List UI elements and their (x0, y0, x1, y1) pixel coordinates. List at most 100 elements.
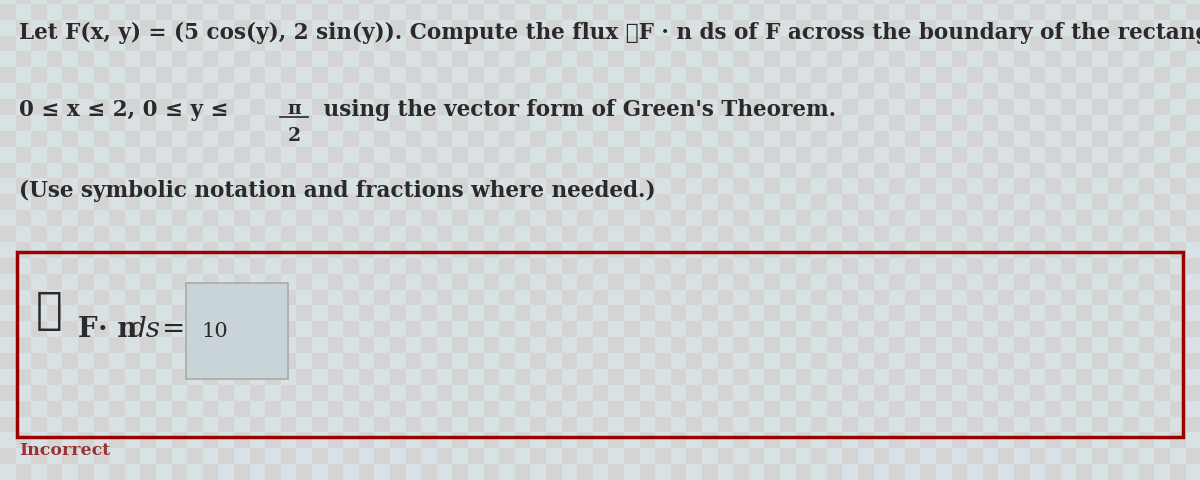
Bar (671, 132, 686, 147)
Bar (218, 242, 234, 258)
Bar (671, 258, 686, 274)
Bar (78, 227, 94, 242)
Bar (312, 147, 328, 163)
Bar (359, 290, 374, 306)
Bar (140, 36, 156, 52)
Bar (172, 100, 187, 116)
Bar (499, 242, 515, 258)
Bar (608, 36, 624, 52)
Bar (702, 417, 718, 432)
Bar (94, 369, 109, 385)
Bar (967, 432, 983, 448)
Bar (437, 147, 452, 163)
Bar (515, 448, 530, 464)
Bar (94, 0, 109, 5)
Bar (640, 385, 655, 401)
Bar (1186, 337, 1200, 353)
Bar (702, 227, 718, 242)
Bar (889, 195, 905, 211)
Bar (749, 84, 764, 100)
Bar (468, 84, 484, 100)
Bar (484, 68, 499, 84)
Bar (608, 448, 624, 464)
Bar (530, 401, 546, 417)
Bar (952, 100, 967, 116)
Bar (671, 195, 686, 211)
Bar (655, 337, 671, 353)
Bar (702, 258, 718, 274)
Bar (1045, 448, 1061, 464)
Bar (172, 353, 187, 369)
Bar (546, 68, 562, 84)
Bar (390, 100, 406, 116)
Bar (250, 52, 265, 68)
Bar (47, 353, 62, 369)
Bar (468, 147, 484, 163)
Bar (312, 0, 328, 5)
Bar (1139, 132, 1154, 147)
Bar (983, 36, 998, 52)
Bar (749, 179, 764, 195)
Text: 2: 2 (288, 127, 300, 145)
Bar (562, 432, 577, 448)
Bar (250, 401, 265, 417)
Bar (343, 211, 359, 227)
Bar (1154, 0, 1170, 5)
Bar (296, 132, 312, 147)
Bar (437, 242, 452, 258)
Bar (16, 5, 31, 21)
Bar (359, 195, 374, 211)
Bar (874, 369, 889, 385)
Bar (140, 290, 156, 306)
Bar (374, 116, 390, 132)
Bar (686, 401, 702, 417)
Bar (343, 274, 359, 290)
Bar (796, 385, 811, 401)
Bar (359, 36, 374, 52)
Bar (421, 290, 437, 306)
Bar (593, 84, 608, 100)
Bar (952, 448, 967, 464)
Bar (1170, 227, 1186, 242)
Bar (905, 147, 920, 163)
Bar (218, 21, 234, 36)
Bar (359, 353, 374, 369)
Bar (608, 385, 624, 401)
Bar (234, 195, 250, 211)
Bar (1030, 242, 1045, 258)
Bar (718, 21, 733, 36)
Bar (421, 100, 437, 116)
Bar (562, 52, 577, 68)
Bar (671, 385, 686, 401)
Bar (640, 100, 655, 116)
Bar (156, 432, 172, 448)
Bar (234, 132, 250, 147)
Bar (718, 52, 733, 68)
Bar (94, 464, 109, 480)
Bar (0, 21, 16, 36)
Bar (437, 432, 452, 448)
Bar (484, 448, 499, 464)
Bar (577, 195, 593, 211)
Bar (47, 195, 62, 211)
Bar (296, 5, 312, 21)
Bar (296, 322, 312, 337)
Bar (499, 0, 515, 5)
Bar (874, 116, 889, 132)
Bar (811, 0, 827, 5)
Bar (920, 448, 936, 464)
Bar (109, 290, 125, 306)
Bar (172, 258, 187, 274)
Bar (1030, 432, 1045, 448)
Bar (125, 211, 140, 227)
Bar (530, 147, 546, 163)
Bar (608, 290, 624, 306)
Bar (452, 132, 468, 147)
Bar (546, 290, 562, 306)
Bar (172, 322, 187, 337)
Bar (874, 179, 889, 195)
Bar (0, 306, 16, 322)
Bar (1061, 211, 1076, 227)
Bar (328, 322, 343, 337)
Bar (1014, 417, 1030, 432)
